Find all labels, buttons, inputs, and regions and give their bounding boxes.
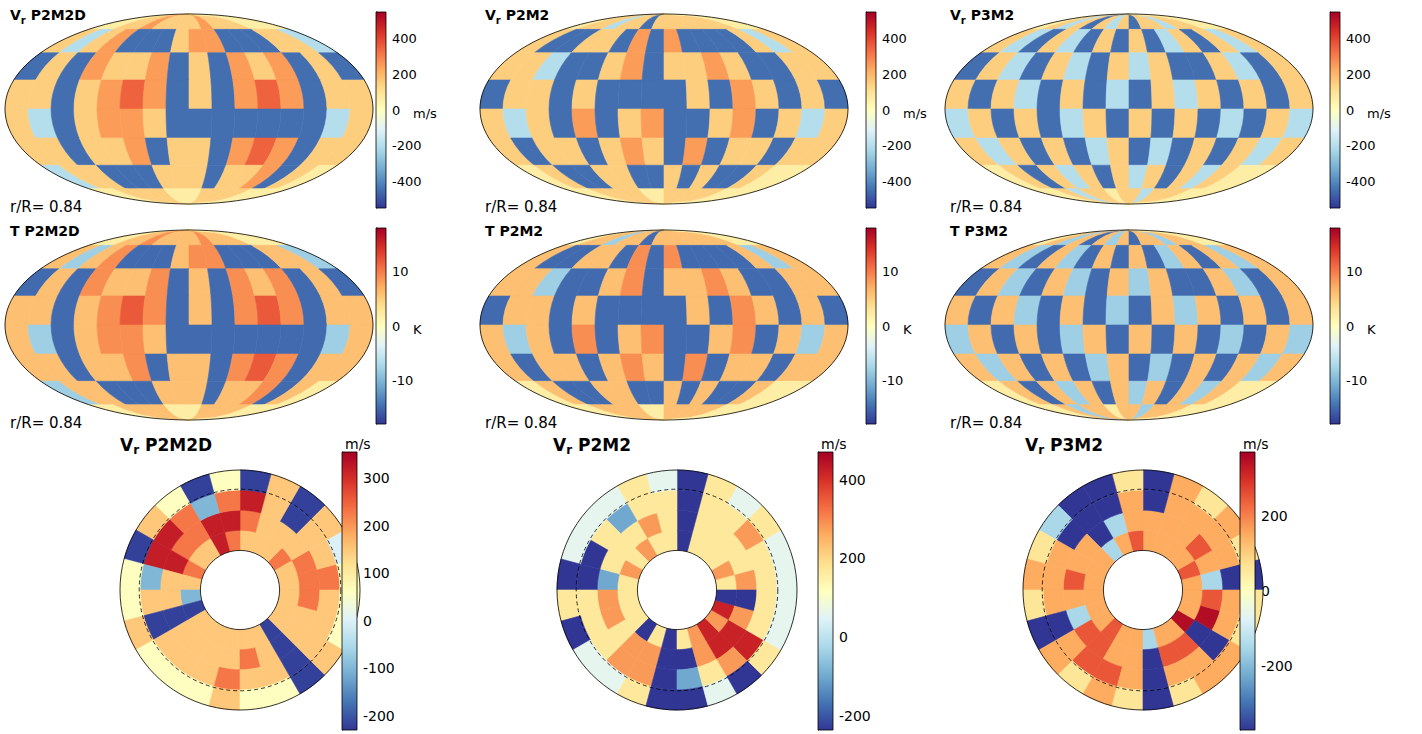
svg-text:T P2M2D: T P2M2D bbox=[10, 223, 80, 239]
svg-text:-400: -400 bbox=[1346, 174, 1376, 189]
svg-text:0: 0 bbox=[839, 629, 848, 645]
svg-text:T P3M2: T P3M2 bbox=[950, 223, 1008, 239]
svg-text:V: V bbox=[950, 7, 961, 23]
svg-text:P2M2: P2M2 bbox=[572, 435, 631, 455]
svg-text:0: 0 bbox=[392, 319, 400, 334]
svg-text:r: r bbox=[495, 14, 501, 26]
svg-text:100: 100 bbox=[363, 565, 390, 581]
svg-text:r: r bbox=[1038, 443, 1045, 457]
svg-text:0: 0 bbox=[882, 103, 890, 118]
svg-text:200: 200 bbox=[882, 67, 907, 82]
svg-text:0: 0 bbox=[1346, 319, 1354, 334]
svg-text:0: 0 bbox=[1346, 103, 1354, 118]
svg-text:K: K bbox=[1367, 322, 1376, 337]
svg-text:400: 400 bbox=[392, 31, 417, 46]
svg-text:200: 200 bbox=[363, 518, 390, 534]
svg-text:V: V bbox=[553, 435, 567, 455]
svg-text:-200: -200 bbox=[392, 138, 422, 153]
svg-text:V: V bbox=[10, 7, 21, 23]
svg-text:-200: -200 bbox=[839, 708, 871, 724]
svg-text:-400: -400 bbox=[882, 174, 912, 189]
svg-text:-200: -200 bbox=[1261, 658, 1293, 674]
svg-text:r: r bbox=[20, 14, 26, 26]
svg-text:T P2M2: T P2M2 bbox=[485, 223, 543, 239]
svg-text:r/R= 0.84: r/R= 0.84 bbox=[485, 198, 557, 216]
svg-text:m/s: m/s bbox=[1243, 436, 1269, 452]
svg-text:m/s: m/s bbox=[345, 436, 371, 452]
svg-text:200: 200 bbox=[392, 67, 417, 82]
svg-text:0: 0 bbox=[882, 319, 890, 334]
svg-text:m/s: m/s bbox=[903, 106, 927, 121]
svg-text:200: 200 bbox=[839, 550, 866, 566]
svg-text:300: 300 bbox=[363, 470, 390, 486]
svg-text:P3M2: P3M2 bbox=[966, 7, 1015, 23]
svg-text:-100: -100 bbox=[363, 660, 395, 676]
svg-text:m/s: m/s bbox=[821, 436, 847, 452]
svg-text:-10: -10 bbox=[1346, 373, 1367, 388]
svg-text:10: 10 bbox=[1346, 264, 1363, 279]
svg-text:400: 400 bbox=[839, 472, 866, 488]
svg-text:r/R= 0.84: r/R= 0.84 bbox=[10, 414, 82, 432]
svg-text:-200: -200 bbox=[363, 708, 395, 724]
svg-text:400: 400 bbox=[1346, 31, 1371, 46]
svg-text:-200: -200 bbox=[882, 138, 912, 153]
svg-text:P2M2: P2M2 bbox=[501, 7, 550, 23]
svg-text:0: 0 bbox=[1261, 583, 1270, 599]
svg-text:200: 200 bbox=[1346, 67, 1371, 82]
svg-text:r/R= 0.84: r/R= 0.84 bbox=[485, 414, 557, 432]
svg-text:0: 0 bbox=[392, 103, 400, 118]
svg-text:0: 0 bbox=[363, 613, 372, 629]
svg-text:K: K bbox=[413, 322, 422, 337]
svg-text:P2M2D: P2M2D bbox=[139, 435, 212, 455]
svg-text:r: r bbox=[960, 14, 966, 26]
svg-text:-10: -10 bbox=[882, 373, 903, 388]
svg-text:K: K bbox=[903, 322, 912, 337]
svg-text:10: 10 bbox=[882, 264, 899, 279]
svg-text:m/s: m/s bbox=[413, 106, 437, 121]
svg-text:r: r bbox=[133, 443, 140, 457]
svg-text:-200: -200 bbox=[1346, 138, 1376, 153]
svg-text:10: 10 bbox=[392, 264, 409, 279]
svg-text:P2M2D: P2M2D bbox=[26, 7, 86, 23]
svg-text:r: r bbox=[566, 443, 573, 457]
svg-text:V: V bbox=[1025, 435, 1039, 455]
svg-text:V: V bbox=[120, 435, 134, 455]
svg-text:r/R= 0.84: r/R= 0.84 bbox=[950, 198, 1022, 216]
svg-text:400: 400 bbox=[882, 31, 907, 46]
svg-text:-10: -10 bbox=[392, 373, 413, 388]
svg-text:200: 200 bbox=[1261, 508, 1288, 524]
svg-text:P3M2: P3M2 bbox=[1044, 435, 1103, 455]
svg-text:V: V bbox=[485, 7, 496, 23]
svg-text:m/s: m/s bbox=[1367, 106, 1391, 121]
svg-text:-400: -400 bbox=[392, 174, 422, 189]
svg-text:r/R= 0.84: r/R= 0.84 bbox=[950, 414, 1022, 432]
svg-text:r/R= 0.84: r/R= 0.84 bbox=[10, 198, 82, 216]
